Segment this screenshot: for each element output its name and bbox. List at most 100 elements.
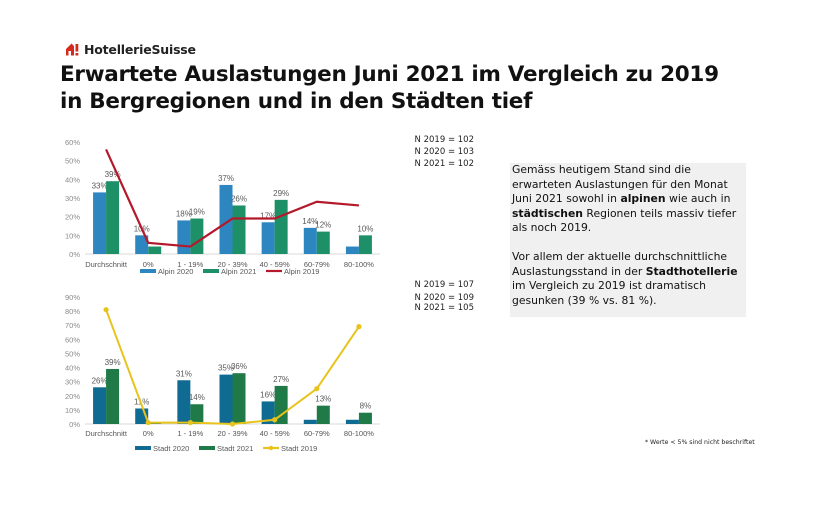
brand-logo: HotellerieSuisse	[66, 42, 196, 57]
bar-alpin-2020	[219, 184, 233, 254]
legend-marker	[268, 445, 274, 451]
bar-stadt-2021	[358, 412, 372, 424]
y-tick-label: 30%	[65, 194, 80, 203]
y-tick-label: 40%	[65, 364, 80, 373]
legend-swatch	[203, 269, 219, 273]
legend-label: Alpin 2021	[221, 267, 256, 276]
sample-size-2019: N 2019 = 102	[414, 135, 474, 145]
x-tick-label: 0%	[143, 260, 154, 269]
bar-stadt-2020	[345, 419, 359, 424]
bar-alpin-2021	[190, 218, 204, 254]
line-point	[229, 421, 236, 427]
x-tick-label: 80-100%	[344, 429, 374, 438]
legend-label: Alpin 2020	[158, 267, 193, 276]
data-label: 11%	[134, 397, 149, 406]
bar-alpin-2020	[345, 246, 359, 254]
x-tick-label: 80-100%	[344, 260, 374, 269]
data-label: 16%	[260, 390, 276, 399]
x-tick-label: 1 - 19%	[177, 429, 203, 438]
data-label: 14%	[302, 217, 318, 226]
data-label: 8%	[360, 402, 372, 411]
bar-alpin-2021	[316, 231, 330, 254]
legend-label: Stadt 2019	[281, 444, 317, 453]
summary-textbox: Gemäss heutigem Stand sind die erwartete…	[510, 163, 746, 317]
x-tick-label: Durchschnitt	[85, 260, 128, 269]
text-bold-stadthotellerie: Stadthotellerie	[645, 264, 738, 278]
legend-label: Alpin 2019	[284, 267, 319, 276]
hotel-house-icon	[66, 43, 79, 56]
bar-alpin-2021	[106, 181, 120, 254]
footnote: * Werte < 5% sind nicht beschriftet	[645, 439, 755, 446]
y-tick-label: 50%	[65, 157, 80, 166]
bar-alpin-2020	[261, 222, 275, 254]
x-tick-label: 60-79%	[304, 260, 330, 269]
data-label: 13%	[315, 395, 331, 404]
bar-stadt-2020	[177, 380, 191, 424]
text-segment: Regionen teils massiv tiefer als noch 20…	[512, 206, 737, 235]
summary-paragraph-2: Vor allem der aktuelle durchschnittliche…	[510, 250, 746, 308]
sample-sizes-alpin: N 2019 = 102 N 2020 = 103 N 2021 = 102	[380, 134, 474, 170]
data-label: 37%	[218, 174, 234, 183]
data-label: 26%	[231, 194, 247, 203]
y-tick-label: 10%	[65, 406, 80, 415]
data-label: 27%	[273, 375, 289, 384]
text-segment: Gemäss heutigem Stand sind die erwartete…	[512, 163, 728, 206]
y-tick-label: 0%	[69, 250, 80, 259]
data-label: 19%	[189, 208, 205, 217]
bar-stadt-2021	[106, 368, 120, 424]
line-point	[272, 417, 278, 423]
legend-label: Stadt 2021	[217, 444, 253, 453]
y-tick-label: 10%	[65, 231, 80, 240]
bar-stadt-2021	[316, 405, 330, 424]
data-label: 31%	[176, 369, 192, 378]
data-label: 10%	[357, 224, 373, 233]
sample-size-2019: N 2019 = 107	[414, 280, 474, 290]
text-bold-staedtischen: städtischen	[512, 206, 583, 220]
bar-stadt-2021	[190, 404, 204, 424]
data-label: 36%	[231, 362, 247, 371]
bar-alpin-2021	[148, 246, 162, 254]
x-tick-label: 1 - 19%	[177, 260, 203, 269]
bar-alpin-2021	[232, 205, 246, 254]
data-label: 33%	[92, 181, 108, 190]
y-tick-label: 60%	[65, 335, 80, 344]
page-title: Erwartete Auslastungen Juni 2021 im Verg…	[60, 62, 719, 114]
y-tick-label: 40%	[65, 175, 80, 184]
legend-swatch	[199, 446, 215, 450]
bar-stadt-2021	[232, 373, 246, 424]
x-tick-label: 40 - 59%	[260, 260, 290, 269]
legend-label: Stadt 2020	[153, 444, 189, 453]
legend-swatch	[140, 269, 156, 273]
x-tick-label: 20 - 39%	[217, 429, 247, 438]
y-tick-label: 20%	[65, 213, 80, 222]
line-point	[145, 419, 151, 426]
sample-size-2020: N 2020 = 109	[414, 292, 474, 303]
bar-stadt-2021	[274, 385, 288, 424]
bar-alpin-2021	[358, 235, 372, 254]
bar-alpin-2020	[177, 220, 191, 254]
sample-size-2021: N 2021 = 102	[414, 159, 474, 169]
sample-size-2021: N 2021 = 105	[414, 303, 474, 313]
sample-size-2020: N 2020 = 103	[414, 147, 474, 157]
x-tick-label: 40 - 59%	[260, 429, 290, 438]
bar-alpin-2021	[274, 199, 288, 254]
data-label: 14%	[189, 393, 205, 402]
data-label: 12%	[315, 221, 331, 230]
y-tick-label: 30%	[65, 378, 80, 387]
x-tick-label: 0%	[143, 429, 154, 438]
bar-stadt-2020	[261, 401, 275, 424]
data-label: 39%	[105, 170, 121, 179]
data-label: 26%	[92, 376, 108, 385]
line-alpin-2019	[105, 149, 360, 248]
sample-sizes-stadt: N 2019 = 107 N 2020 = 109 N 2021 = 105	[380, 280, 474, 314]
bar-alpin-2020	[135, 235, 149, 254]
data-label: 29%	[273, 189, 289, 198]
y-tick-label: 60%	[65, 138, 80, 147]
legend-swatch	[135, 446, 151, 450]
data-label: 17%	[260, 211, 276, 220]
text-segment: wie auch in	[665, 192, 731, 206]
brand-name: HotellerieSuisse	[84, 42, 196, 57]
line-point	[103, 307, 109, 313]
bar-stadt-2020	[303, 419, 317, 424]
